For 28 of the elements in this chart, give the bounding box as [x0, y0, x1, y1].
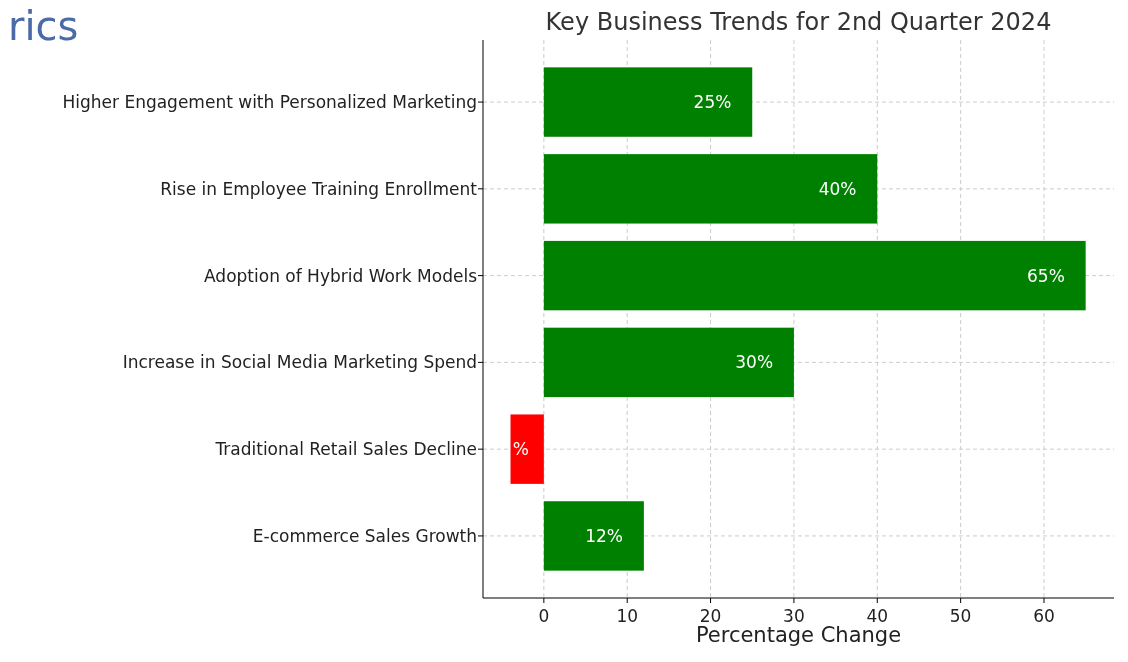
x-tick-label: 10 [616, 606, 639, 626]
bar [543, 154, 878, 224]
data-label: 12% [585, 525, 624, 546]
y-tick-label: Traditional Retail Sales Decline [214, 439, 477, 460]
x-tick-label: 0 [538, 606, 550, 626]
data-label: % [512, 439, 529, 460]
x-tick-label: 20 [699, 606, 722, 626]
y-tick-label: Higher Engagement with Personalized Marketing [62, 92, 477, 113]
chart-title: Key Business Trends for 2nd Quarter 2024 [545, 8, 1052, 36]
bar [543, 240, 1086, 311]
x-tick-label: 30 [783, 606, 805, 626]
x-tick-label: 60 [1033, 606, 1055, 626]
data-label: 30% [735, 352, 774, 373]
y-tick-label: E-commerce Sales Growth [252, 525, 477, 546]
x-axis-title: Percentage Change [695, 623, 902, 647]
y-tick-label: Rise in Employee Training Enrollment [160, 178, 478, 199]
bar [510, 414, 544, 484]
bar [543, 67, 753, 137]
bar [543, 327, 794, 398]
y-tick-label: Increase in Social Media Marketing Spend [122, 352, 477, 373]
data-label: 65% [1027, 265, 1065, 286]
x-tick-label: 50 [949, 606, 972, 626]
data-label: 40% [818, 178, 857, 199]
x-tick-label: 40 [866, 606, 889, 626]
y-tick-label: Adoption of Hybrid Work Models [204, 265, 478, 286]
data-label: 25% [693, 92, 732, 113]
text: rics [8, 3, 79, 49]
bar [543, 501, 644, 571]
